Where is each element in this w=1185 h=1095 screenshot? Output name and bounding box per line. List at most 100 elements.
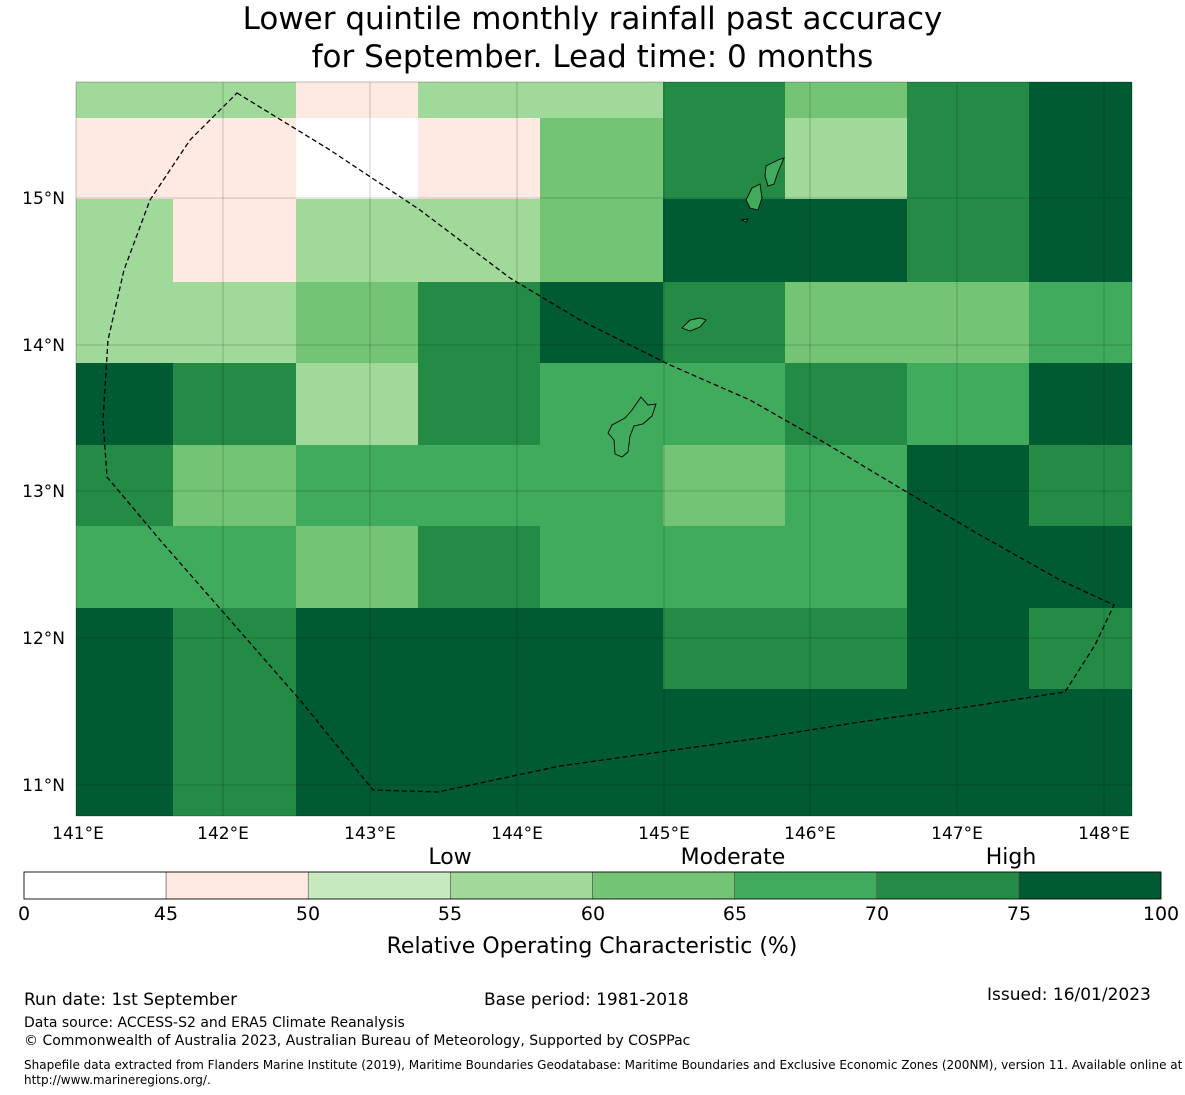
grid-cell (418, 199, 540, 282)
aguijan-island (740, 218, 749, 223)
grid-cell (663, 282, 785, 363)
grid-cell (540, 282, 663, 363)
longitude-labels: 141°E 142°E 143°E 144°E 145°E 146°E 147°… (52, 824, 1130, 844)
grid-cell (540, 199, 663, 282)
grid-cell (1029, 608, 1132, 689)
colorbar-segments (23, 871, 1162, 900)
issued-date: Issued: 16/01/2023 (987, 985, 1151, 1005)
lon-tick-146: 146°E (784, 824, 836, 844)
saipan-island (764, 157, 785, 187)
grid-cell (296, 445, 418, 526)
grid-cell (785, 118, 907, 199)
grid-cell (785, 445, 907, 526)
grid-cell (76, 526, 173, 608)
lon-tick-141: 141°E (52, 824, 104, 844)
colorbar-segment (307, 871, 451, 900)
colorbar-segment (23, 871, 167, 900)
grid-cell (418, 608, 540, 689)
grid-cell (296, 118, 418, 199)
lon-tick-145: 145°E (638, 824, 690, 844)
grid-cell (785, 526, 907, 608)
grid-cell (418, 282, 540, 363)
grid-cell (540, 82, 663, 118)
grid-cell (663, 608, 785, 689)
cbar-tick-60: 60 (581, 903, 605, 925)
title-line-2: for September. Lead time: 0 months (311, 39, 874, 75)
run-date: Run date: 1st September (24, 990, 238, 1010)
grid-cell (76, 608, 173, 689)
grid-cell (907, 526, 1029, 608)
grid-cell (76, 363, 173, 445)
category-moderate: Moderate (681, 845, 786, 870)
grid-cell (296, 526, 418, 608)
grid-cell (173, 118, 296, 199)
grid-cell (76, 445, 173, 526)
grid-cell (907, 199, 1029, 282)
latitude-labels: 15°N 14°N 13°N 12°N 11°N (22, 189, 65, 796)
map-figure: 141°E 142°E 143°E 144°E 145°E 146°E 147°… (18, 81, 1179, 959)
grid-cell (540, 118, 663, 199)
lon-tick-147: 147°E (931, 824, 983, 844)
colorbar-axis-label: Relative Operating Characteristic (%) (387, 934, 798, 959)
colorbar-outline (23, 871, 1162, 900)
grid-cell (1029, 199, 1132, 282)
grid-cell (907, 608, 1029, 689)
cbar-tick-70: 70 (865, 903, 889, 925)
cbar-tick-50: 50 (296, 903, 320, 925)
cbar-tick-100: 100 (1143, 903, 1179, 925)
lat-tick-15: 15°N (22, 189, 65, 209)
grid-cell (173, 445, 296, 526)
colorbar-segment (592, 871, 735, 900)
grid-cell (173, 526, 296, 608)
lon-tick-144: 144°E (491, 824, 543, 844)
lat-tick-12: 12°N (22, 629, 65, 649)
grid-cell (418, 363, 540, 445)
title-line-1: Lower quintile monthly rainfall past acc… (242, 1, 943, 37)
colorbar-segment (450, 871, 593, 900)
grid-cell (663, 363, 785, 445)
map-title: Lower quintile monthly rainfall past acc… (0, 0, 1185, 76)
grid-cell (663, 526, 785, 608)
grid-cell (296, 82, 418, 118)
grid-cell (76, 82, 173, 118)
grid-cell (296, 282, 418, 363)
cbar-tick-55: 55 (438, 903, 462, 925)
grid-cell (785, 608, 907, 689)
grid-cell (76, 282, 173, 363)
guam-island (607, 396, 657, 458)
grid-cell (173, 608, 296, 689)
colorbar-segment (1018, 871, 1162, 900)
grid-cell (418, 118, 540, 199)
grid-cell (1029, 82, 1132, 118)
roc-grid (76, 82, 1132, 816)
copyright: © Commonwealth of Australia 2023, Austra… (24, 1033, 691, 1049)
grid-cell (76, 118, 173, 199)
grid-cell (1029, 526, 1132, 608)
category-high: High (986, 845, 1037, 870)
grid-cell (173, 82, 296, 118)
shapefile-credit: Shapefile data extracted from Flanders M… (24, 1058, 1183, 1087)
base-period: Base period: 1981-2018 (484, 990, 689, 1010)
grid-cell (907, 689, 1029, 816)
colorbar-segment (876, 871, 1020, 900)
grid-cell (296, 363, 418, 445)
grid-cell (540, 526, 663, 608)
category-low: Low (428, 845, 471, 870)
grid-cell (296, 608, 418, 689)
grid-cell (1029, 689, 1132, 816)
grid-cell (663, 82, 785, 118)
grid-cell (907, 445, 1029, 526)
grid-cell (663, 445, 785, 526)
grid-cell (1029, 363, 1132, 445)
grid-cell (173, 282, 296, 363)
colorbar: Low Moderate High 0 45 50 55 60 65 70 75… (18, 845, 1179, 959)
grid-cell (663, 199, 785, 282)
grid-cell (907, 118, 1029, 199)
grid-cell (418, 82, 540, 118)
lat-tick-11: 11°N (22, 776, 65, 796)
cbar-tick-75: 75 (1007, 903, 1031, 925)
grid-cell (663, 689, 785, 816)
grid-cell (907, 363, 1029, 445)
grid-cell (173, 363, 296, 445)
eez-boundary-line (102, 92, 1115, 793)
